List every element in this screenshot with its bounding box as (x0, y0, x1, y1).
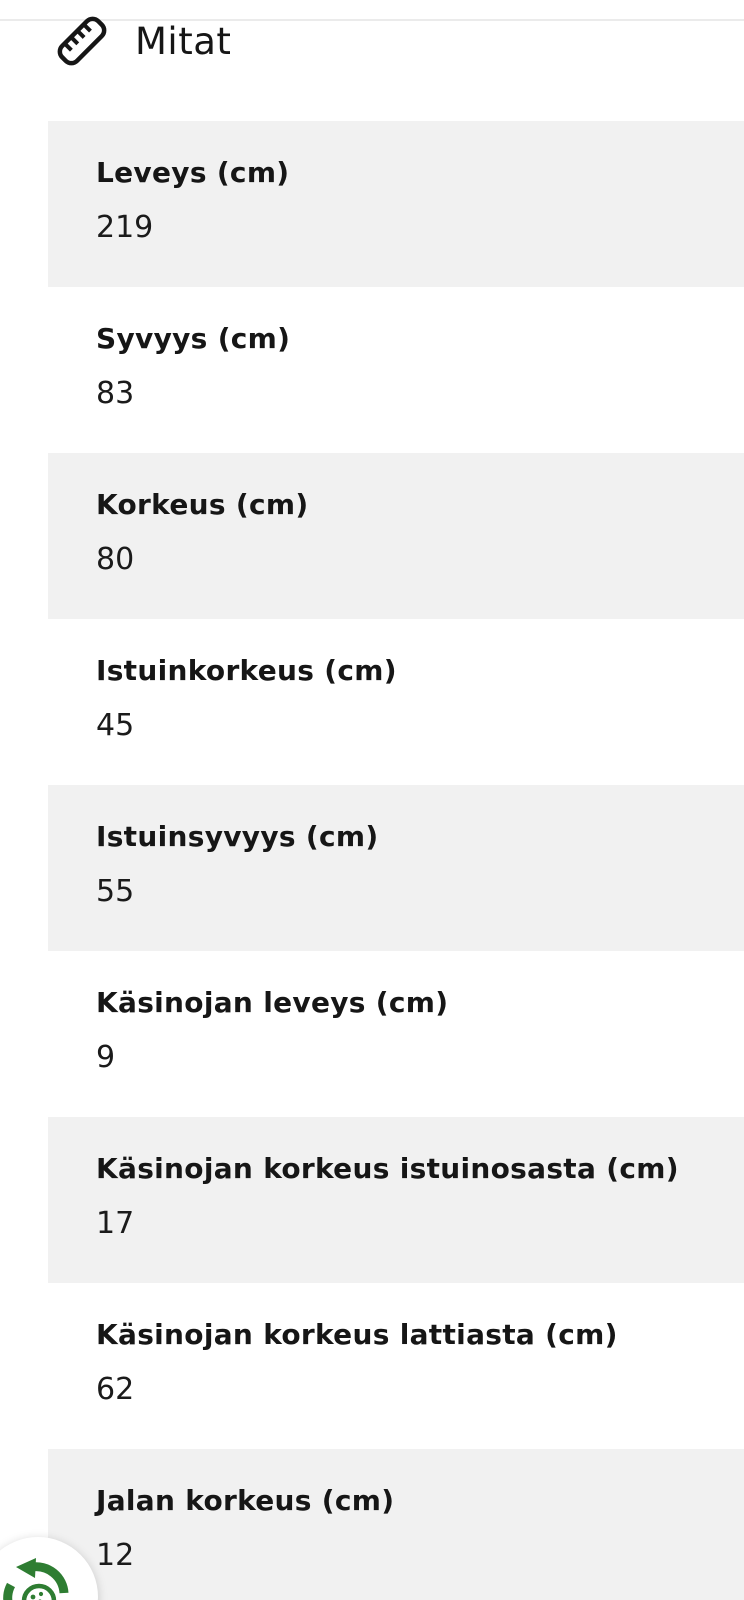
dimension-row: Istuinsyvyys (cm) 55 (48, 785, 744, 951)
dimension-value: 12 (96, 1538, 135, 1573)
dimension-label: Istuinkorkeus (cm) (96, 654, 397, 687)
dimension-row: Leveys (cm) 219 (48, 121, 744, 287)
dimension-value: 219 (96, 210, 154, 245)
dimension-value: 62 (96, 1372, 135, 1407)
dimension-label: Leveys (cm) (96, 156, 290, 189)
dimension-label: Jalan korkeus (cm) (96, 1484, 395, 1517)
dimensions-header: Mitat (55, 12, 231, 70)
dimension-label: Käsinojan korkeus istuinosasta (cm) (96, 1152, 679, 1185)
page-title: Mitat (135, 19, 232, 63)
dimension-value: 55 (96, 874, 135, 909)
dimension-row: Jalan korkeus (cm) 12 (48, 1449, 744, 1600)
dimension-row: Käsinojan korkeus lattiasta (cm) 62 (0, 1283, 744, 1449)
dimension-row: Korkeus (cm) 80 (48, 453, 744, 619)
dimension-value: 83 (96, 376, 135, 411)
dimension-row: Syvyys (cm) 83 (0, 287, 744, 453)
dimension-label: Käsinojan korkeus lattiasta (cm) (96, 1318, 618, 1351)
dimension-rows: Leveys (cm) 219 Syvyys (cm) 83 Korkeus (… (0, 121, 744, 1600)
dimension-label: Syvyys (cm) (96, 322, 291, 355)
dimension-label: Korkeus (cm) (96, 488, 309, 521)
dimension-label: Käsinojan leveys (cm) (96, 986, 449, 1019)
dimension-row: Istuinkorkeus (cm) 45 (0, 619, 744, 785)
dimension-value: 17 (96, 1206, 135, 1241)
dimension-row: Käsinojan leveys (cm) 9 (0, 951, 744, 1117)
dimension-value: 45 (96, 708, 135, 743)
dimension-label: Istuinsyvyys (cm) (96, 820, 379, 853)
dimension-value: 9 (96, 1040, 116, 1075)
dimension-row: Käsinojan korkeus istuinosasta (cm) 17 (48, 1117, 744, 1283)
dimension-value: 80 (96, 542, 135, 577)
section-divider (0, 19, 744, 21)
ruler-icon (55, 14, 109, 68)
reuse-arrows-icon (0, 1555, 80, 1600)
